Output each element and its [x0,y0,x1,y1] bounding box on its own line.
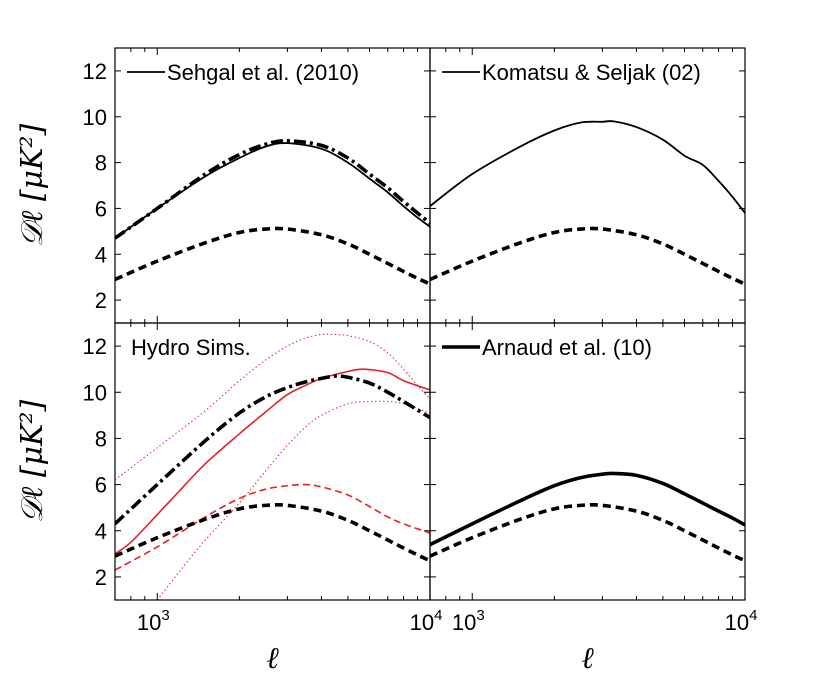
series-line-red-dotted [115,333,430,481]
x-tick-label: 103 [137,607,170,635]
y-tick-label: 10 [83,380,107,405]
series-line-thick-dashed [115,502,430,563]
y-tick-label: 8 [95,151,107,176]
x-tick-base: 10 [410,610,434,635]
y-tick-label: 6 [95,196,107,221]
series-line-thin-solid [115,142,430,239]
series-line-red-solid [115,368,430,555]
x-tick-base: 10 [137,610,161,635]
legend-label: Hydro Sims. [131,335,251,360]
y-tick-label: 4 [95,519,107,544]
x-tick-base: 10 [725,610,749,635]
x-tick-base: 10 [452,610,476,635]
series-line-thick-dashdot [115,139,430,240]
series-line-thick-dashed [430,502,745,563]
series-line-thick-solid [430,471,745,547]
x-tick-label: 104 [410,607,443,635]
y-tick-label: 12 [83,334,107,359]
series-group [115,333,430,600]
y-tick-label: 8 [95,426,107,451]
x-tick-exponent: 4 [434,607,442,624]
x-tick-exponent: 3 [161,607,169,624]
y-tick-label: 10 [83,105,107,130]
series-line-thick-dashed [430,226,745,286]
panel-frame [429,322,746,601]
y-tick-label: 4 [95,242,107,267]
x-axis-label: ℓ [266,641,279,676]
x-tick-label: 104 [725,607,758,635]
series-group [115,139,430,286]
y-tick-label: 2 [95,288,107,313]
y-tick-label: 2 [95,565,107,590]
panels: 2 4 6 8 10 12 Sehgal et al. (2010) 𝒟ℓ [μK²] Koma… [15,47,758,676]
series-line-thin-solid [430,120,745,214]
x-axis-label: ℓ [581,641,594,676]
series-group [430,120,745,286]
x-tick-label: 103 [452,607,485,635]
legend-label: Sehgal et al. (2010) [167,60,359,85]
x-tick-exponent: 3 [476,607,484,624]
series-line-red-dashed [115,483,430,571]
legend-label: Arnaud et al. (10) [482,335,652,360]
series-line-thick-dashdot [115,374,430,526]
y-tick-label: 12 [83,59,107,84]
series-line-red-dotted [156,400,430,600]
y-axis-label: 𝒟ℓ [μK²] [15,124,50,248]
legend-label: Komatsu & Seljak (02) [482,60,701,85]
panel-top-left: 2 4 6 8 10 12 Sehgal et al. (2010) 𝒟ℓ [μK²] [15,47,431,324]
x-tick-exponent: 4 [749,607,757,624]
y-axis-label: 𝒟ℓ [μK²] [15,400,50,524]
series-group [430,471,745,563]
y-tick-label: 6 [95,473,107,498]
series-line-thick-dashed [115,226,430,286]
